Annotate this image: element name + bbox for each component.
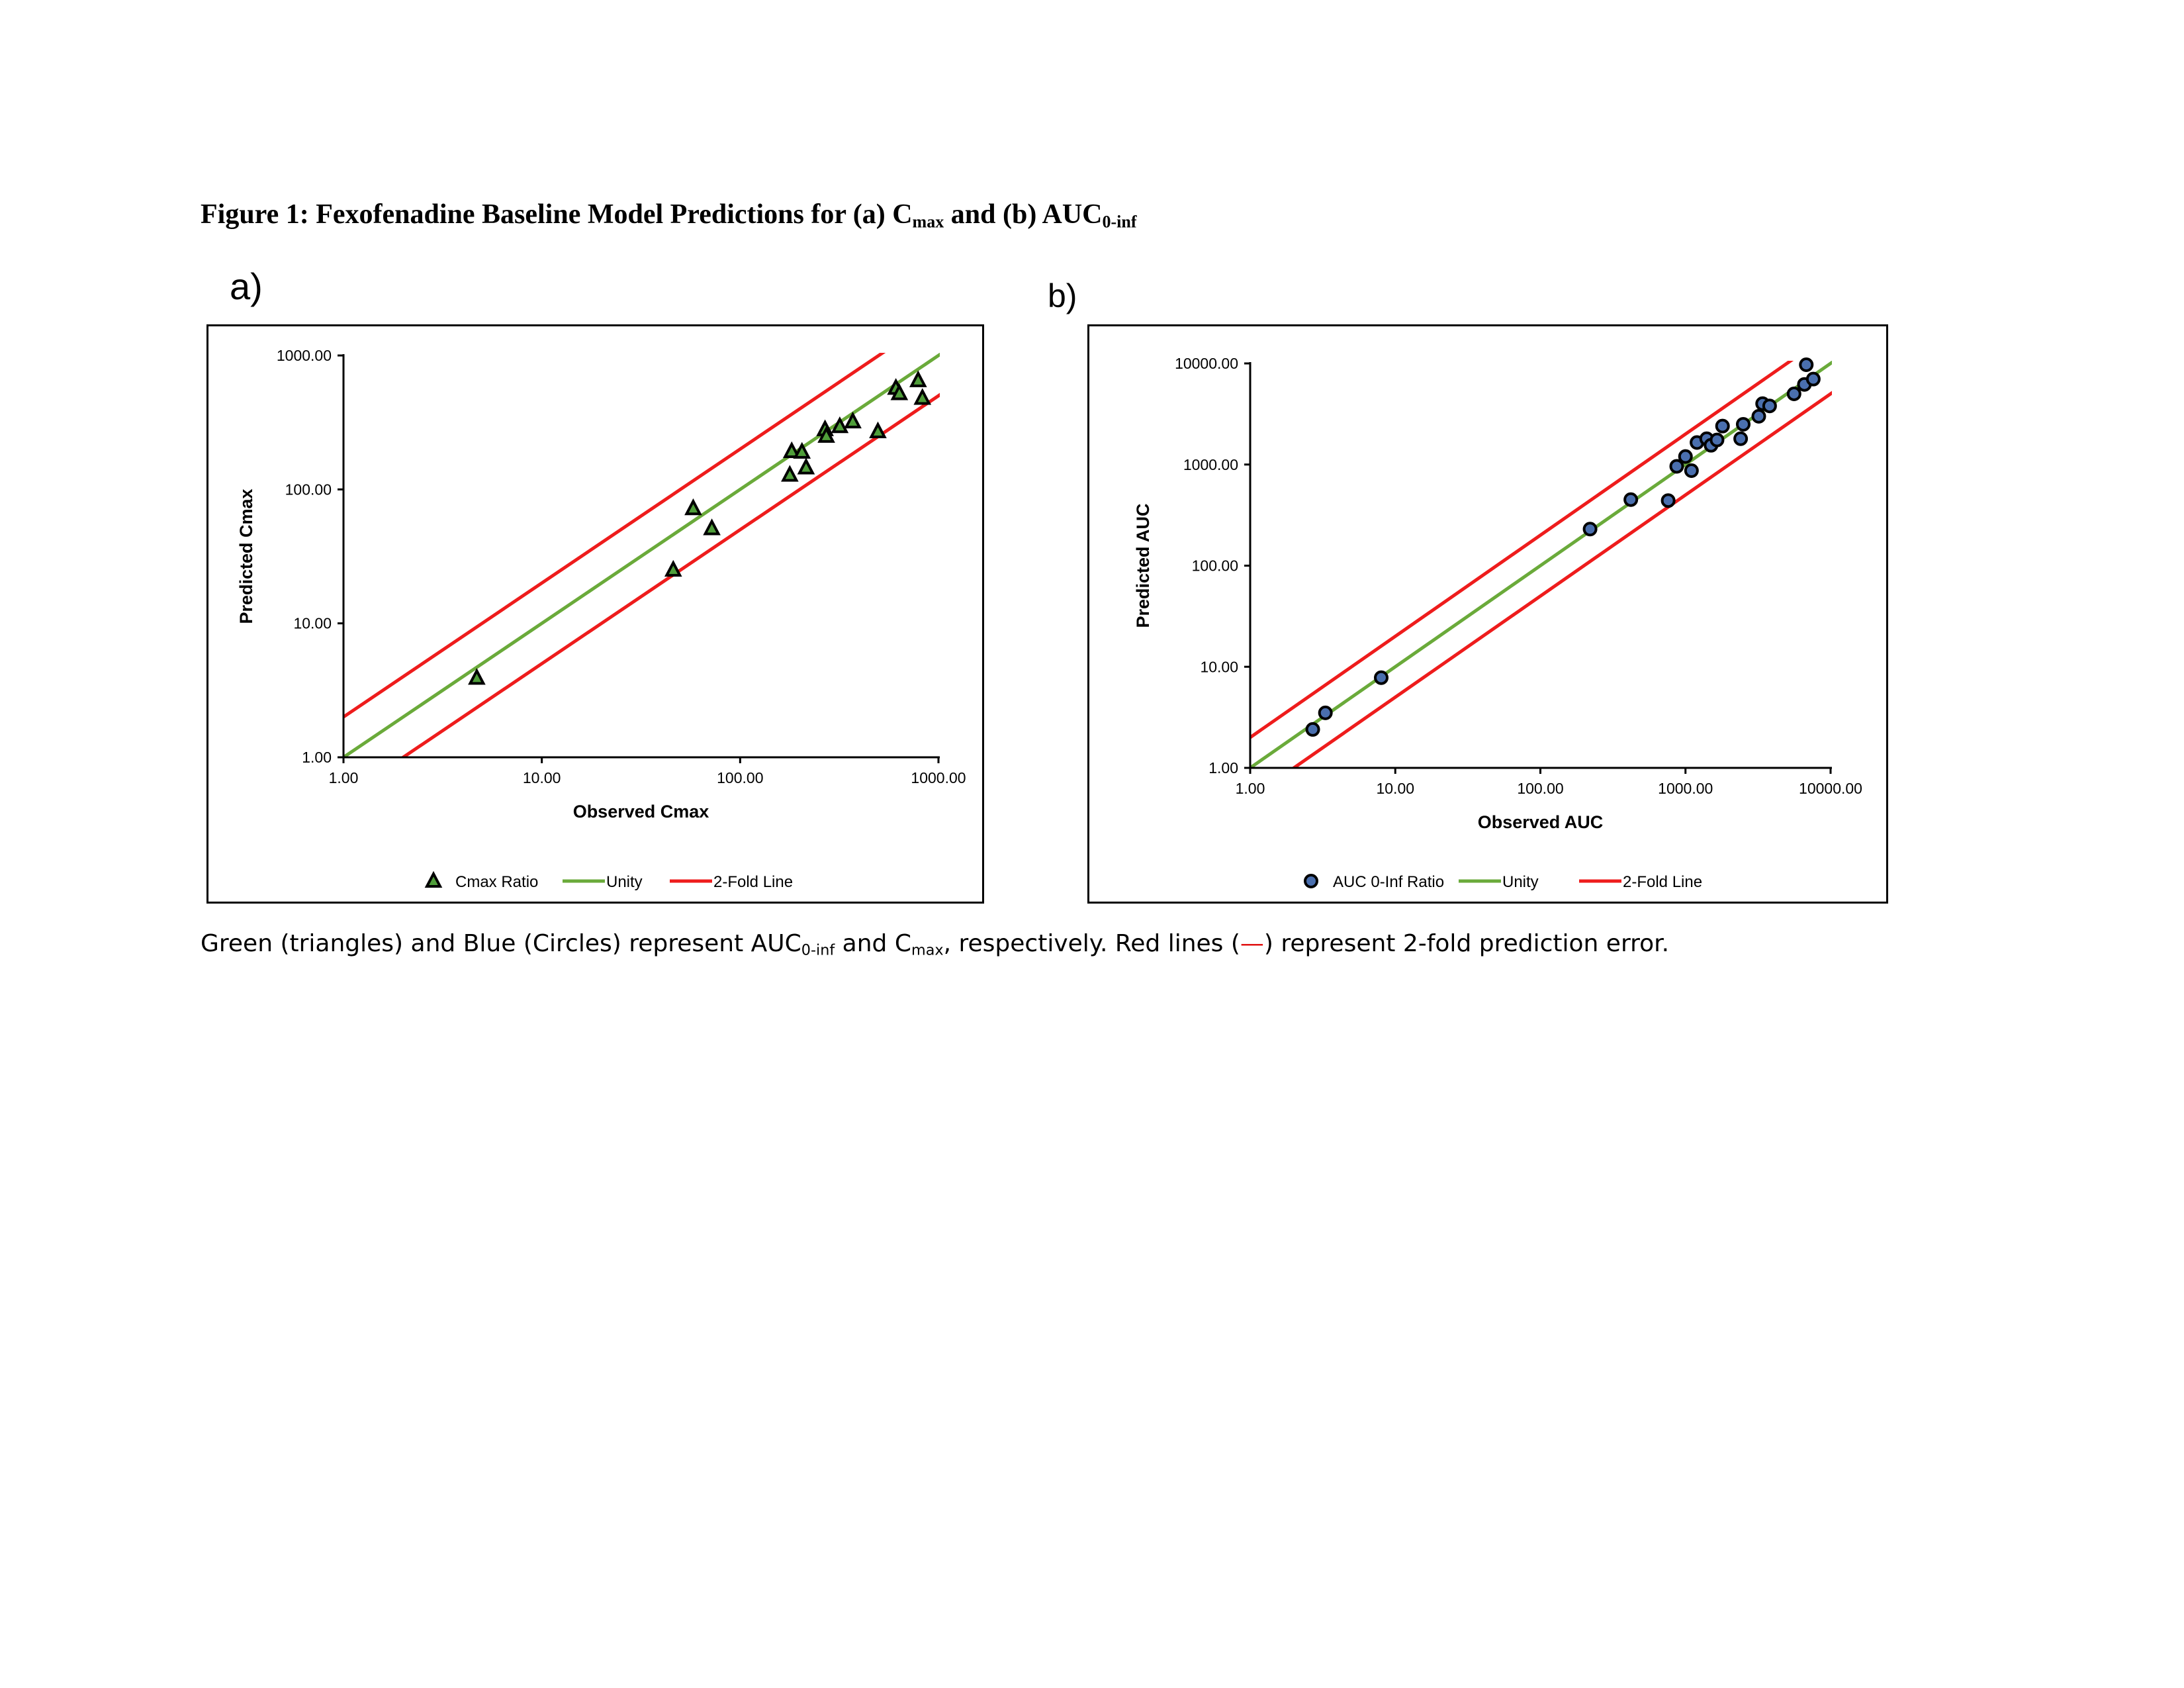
data-point-circle (1669, 459, 1684, 474)
two-fold-lower-line (400, 393, 940, 757)
y-tick-label: 100.00 (285, 481, 332, 498)
y-tick-label: 10.00 (293, 615, 332, 632)
legend-label-unity: Unity (1502, 873, 1539, 891)
data-point-circle (1715, 418, 1730, 434)
data-point-circle (1623, 492, 1639, 507)
legend-marker-triangle (424, 870, 443, 888)
caption-part-2: and C (835, 930, 911, 957)
panel-label-a: a) (230, 265, 263, 307)
y-tick-label: 1.00 (302, 749, 332, 766)
unity-line (343, 353, 940, 757)
data-point-triangle (797, 457, 815, 475)
x-tick-label: 1000.00 (911, 769, 966, 786)
data-point-triangle (844, 411, 862, 429)
data-point-circle (1735, 416, 1751, 432)
y-tick-label: 10.00 (1200, 658, 1238, 675)
x-tick-label: 10.00 (523, 769, 561, 786)
legend-label-data: Cmax Ratio (455, 873, 538, 891)
caption-part-4: ) represent 2-fold prediction error. (1263, 930, 1670, 957)
legend-marker-circle (1304, 874, 1318, 888)
x-tick-label: 100.00 (1517, 780, 1563, 797)
data-point-circle (1661, 493, 1676, 508)
data-point-triangle (913, 388, 932, 405)
data-point-circle (1805, 371, 1821, 387)
data-point-circle (1582, 522, 1598, 537)
caption-subscript-auc: 0-inf (801, 941, 835, 959)
data-point-triangle (781, 465, 799, 482)
caption-part-3: , respectively. Red lines ( (943, 930, 1240, 957)
x-tick-label: 1000.00 (1658, 780, 1713, 797)
data-point-triangle (793, 442, 811, 459)
x-axis-title: Observed AUC (1478, 812, 1604, 832)
data-point-circle (1786, 386, 1801, 401)
legend-label-two-fold: 2-Fold Line (1623, 873, 1702, 891)
data-point-circle (1799, 357, 1814, 373)
data-point-circle (1751, 408, 1766, 424)
y-tick-label: 1000.00 (1183, 456, 1238, 473)
data-point-triangle (684, 498, 702, 516)
legend-label-unity: Unity (606, 873, 643, 891)
figure-title-prefix: Figure 1: Fexofenadine Baseline Model Pr… (201, 199, 913, 230)
y-tick-label: 1000.00 (277, 347, 332, 364)
data-point-circle (1318, 705, 1333, 720)
data-point-triangle (782, 441, 801, 459)
data-point-circle (1709, 432, 1725, 447)
y-axis-title: Predicted AUC (1133, 503, 1153, 628)
data-point-circle (1305, 722, 1320, 737)
data-point-circle (1762, 399, 1777, 414)
caption-subscript-max: max (911, 941, 944, 959)
figure-title: Figure 1: Fexofenadine Baseline Model Pr… (201, 199, 1137, 232)
legend-label-two-fold: 2-Fold Line (713, 873, 793, 891)
unity-line (1250, 361, 1832, 768)
two-fold-lower-line (1291, 391, 1832, 768)
data-point-triangle (468, 668, 486, 685)
legend-label-data: AUC 0-Inf Ratio (1333, 873, 1444, 891)
data-point-triangle (909, 370, 927, 387)
x-tick-label: 10.00 (1376, 780, 1414, 797)
data-point-triangle (831, 416, 849, 434)
y-axis-title: Predicted Cmax (236, 489, 256, 624)
caption-part-1: Green (triangles) and Blue (Circles) rep… (201, 930, 801, 957)
chart-b-frame: 1.00 10.00 100.00 1000.00 10000.00 1.00 10.00 1… (1087, 324, 1888, 904)
data-point-circle (1374, 670, 1389, 685)
y-tick-label: 10000.00 (1175, 355, 1238, 372)
x-tick-label: 10000.00 (1799, 780, 1862, 797)
caption-red-dash: — (1240, 930, 1264, 957)
x-tick-label: 100.00 (717, 769, 763, 786)
two-fold-upper-line (1250, 361, 1794, 739)
x-tick-label: 1.00 (1236, 780, 1265, 797)
figure-caption: Green (triangles) and Blue (Circles) rep… (201, 930, 1669, 959)
figure-title-subscript-max: max (912, 212, 944, 232)
chart-b-svg: 1.00 10.00 100.00 1000.00 10000.00 1.00 10.00 1… (1133, 355, 1862, 891)
data-point-circle (1684, 463, 1699, 478)
data-point-triangle (869, 421, 887, 439)
data-point-triangle (890, 383, 909, 400)
chart-a-svg: 1.00 10.00 100.00 1000.00 1.00 10.00 100.00 100… (236, 347, 966, 891)
data-point-circle (1678, 449, 1693, 464)
two-fold-upper-line (343, 353, 886, 719)
data-point-triangle (703, 518, 721, 536)
data-point-triangle (664, 559, 682, 577)
figure-title-middle: and (b) AUC (944, 199, 1103, 230)
panel-label-b: b) (1048, 277, 1077, 314)
y-tick-label: 100.00 (1192, 557, 1238, 575)
x-tick-label: 1.00 (329, 769, 359, 786)
figure-title-subscript-auc: 0-inf (1102, 212, 1137, 232)
x-axis-title: Observed Cmax (573, 802, 709, 821)
y-tick-label: 1.00 (1208, 759, 1238, 776)
data-point-circle (1733, 431, 1749, 446)
chart-a-frame: 1.00 10.00 100.00 1000.00 1.00 10.00 100.00 100… (206, 324, 984, 904)
data-point-triangle (817, 426, 835, 443)
